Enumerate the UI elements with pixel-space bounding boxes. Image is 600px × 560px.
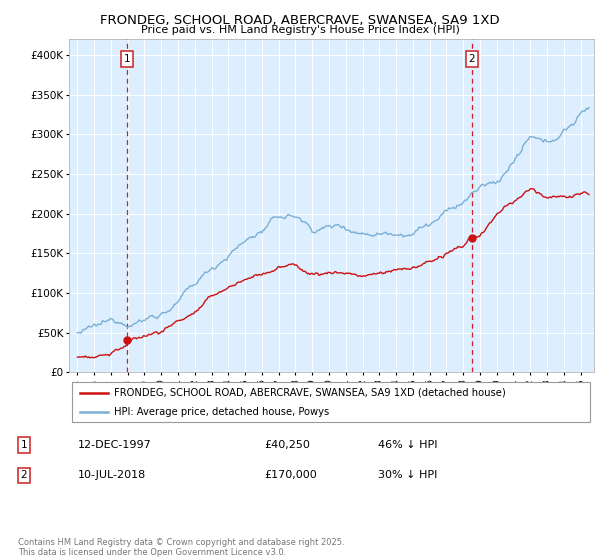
Text: 1: 1 (20, 440, 28, 450)
Text: Price paid vs. HM Land Registry's House Price Index (HPI): Price paid vs. HM Land Registry's House … (140, 25, 460, 35)
Text: 30% ↓ HPI: 30% ↓ HPI (378, 470, 437, 480)
Text: 2: 2 (469, 54, 475, 64)
Text: FRONDEG, SCHOOL ROAD, ABERCRAVE, SWANSEA, SA9 1XD (detached house): FRONDEG, SCHOOL ROAD, ABERCRAVE, SWANSEA… (113, 388, 505, 398)
Text: 10-JUL-2018: 10-JUL-2018 (78, 470, 146, 480)
Text: £170,000: £170,000 (264, 470, 317, 480)
Text: 2: 2 (20, 470, 28, 480)
Text: Contains HM Land Registry data © Crown copyright and database right 2025.
This d: Contains HM Land Registry data © Crown c… (18, 538, 344, 557)
Text: FRONDEG, SCHOOL ROAD, ABERCRAVE, SWANSEA, SA9 1XD: FRONDEG, SCHOOL ROAD, ABERCRAVE, SWANSEA… (100, 14, 500, 27)
Text: HPI: Average price, detached house, Powys: HPI: Average price, detached house, Powy… (113, 407, 329, 417)
Text: 12-DEC-1997: 12-DEC-1997 (78, 440, 152, 450)
Text: £40,250: £40,250 (264, 440, 310, 450)
Text: 1: 1 (124, 54, 130, 64)
Text: 46% ↓ HPI: 46% ↓ HPI (378, 440, 437, 450)
